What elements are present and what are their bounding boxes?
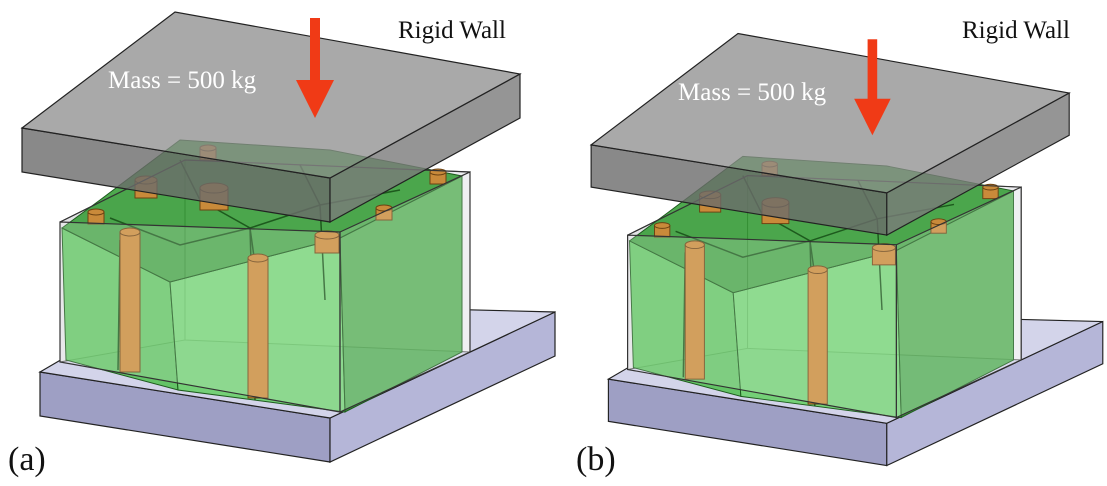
panel-b-model (591, 34, 1103, 466)
figure: Rigid Wall Mass = 500 kg (a) Rigid Wall … (0, 0, 1107, 486)
mass-label: Mass = 500 kg (678, 79, 827, 106)
wall-label: Rigid Wall (962, 17, 1070, 44)
panel-label: (b) (576, 441, 616, 478)
panel-label: (a) (8, 441, 46, 478)
mass-label: Mass = 500 kg (108, 67, 257, 94)
wall-label: Rigid Wall (398, 17, 506, 44)
panel-a-model (22, 12, 555, 462)
